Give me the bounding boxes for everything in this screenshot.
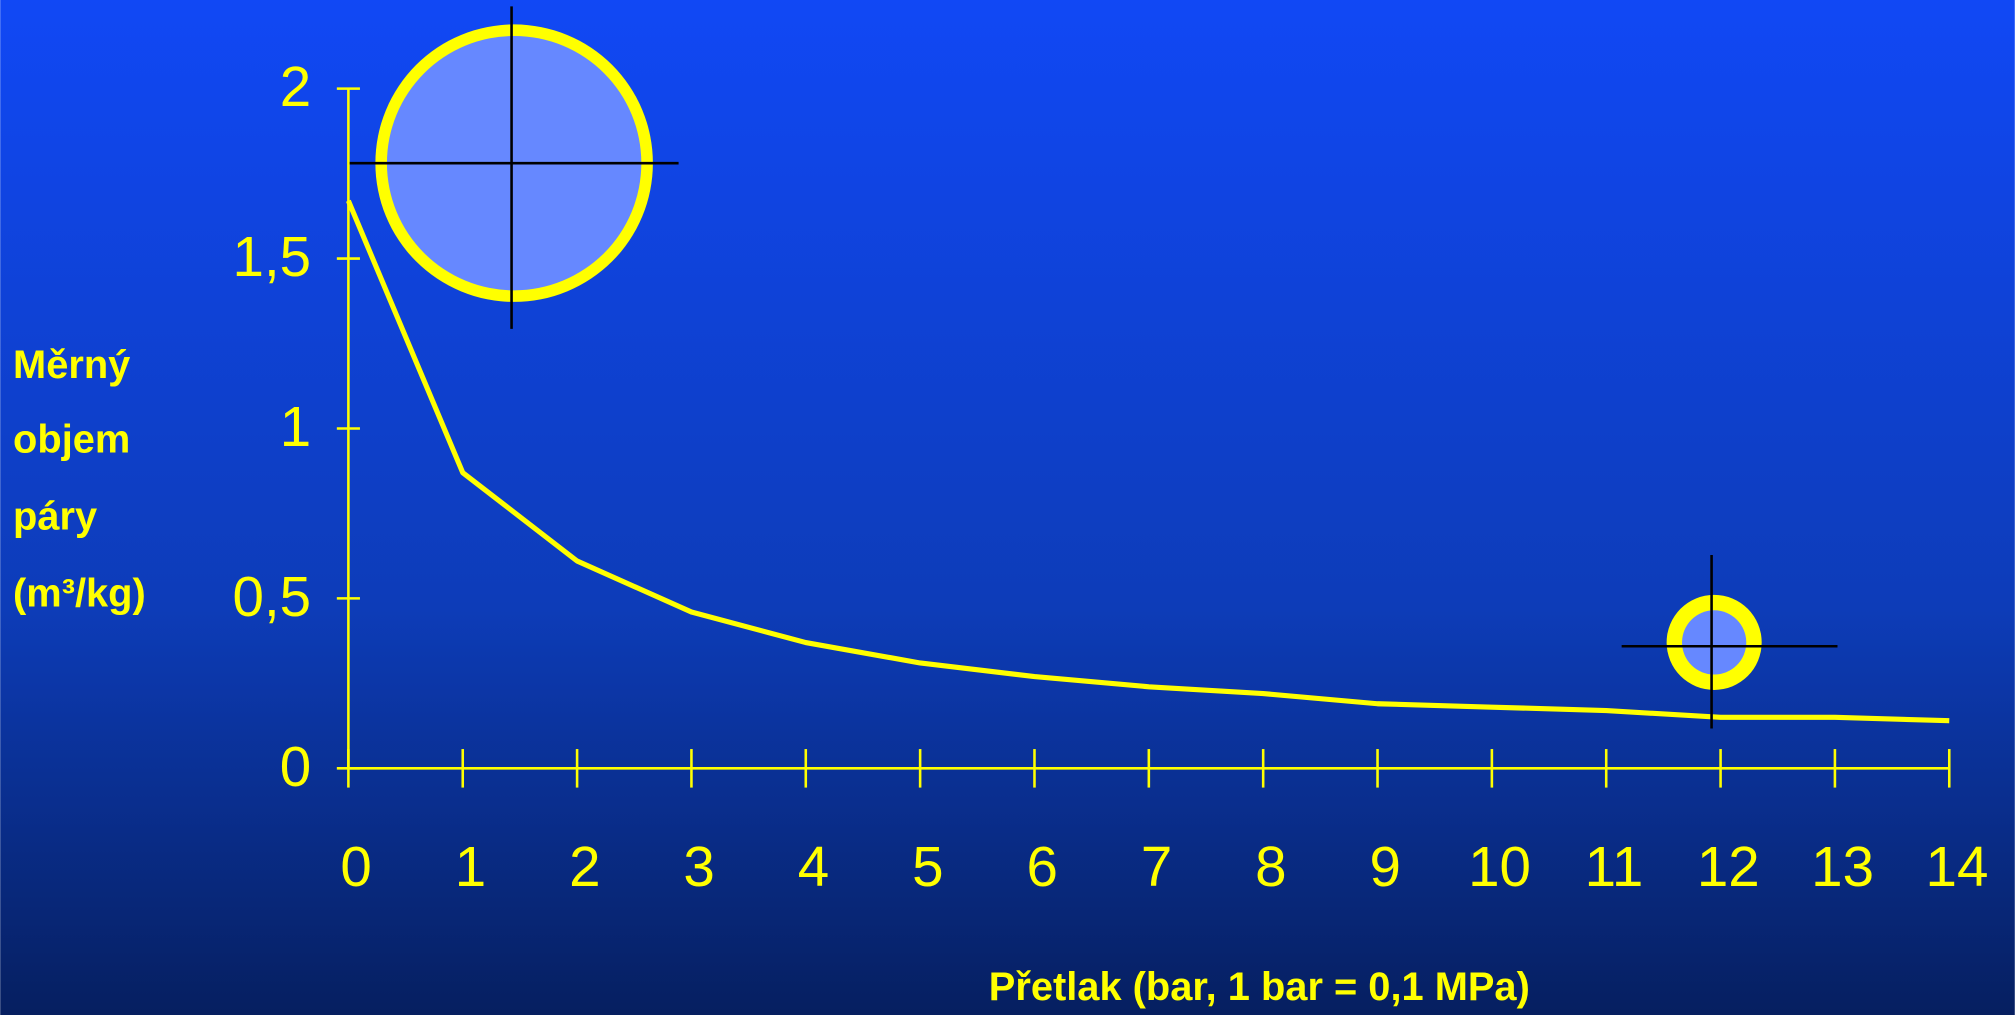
y-axis-label: (m³/kg) xyxy=(13,572,146,616)
x-tick-label: 11 xyxy=(1585,835,1644,898)
y-tick-label: 0,5 xyxy=(233,565,312,628)
page: Přetlak (bar, 1 bar = 0,1 MPa) Měrný obj… xyxy=(0,0,2015,1015)
x-tick-label: 7 xyxy=(1141,835,1172,898)
x-tick-label: 8 xyxy=(1255,835,1286,898)
x-tick-label: 0 xyxy=(340,835,371,898)
y-axis-label: Měrný xyxy=(13,343,130,387)
x-tick-label: 14 xyxy=(1926,835,1989,898)
x-tick-label: 5 xyxy=(912,835,943,898)
x-tick-label: 1 xyxy=(455,835,486,898)
x-tick-label: 9 xyxy=(1370,835,1401,898)
y-axis-label: páry xyxy=(13,495,97,539)
y-tick-label: 1,5 xyxy=(233,225,312,288)
pipe-inner xyxy=(1682,610,1746,674)
y-tick-label: 0 xyxy=(280,735,311,798)
chart: Přetlak (bar, 1 bar = 0,1 MPa) Měrný obj… xyxy=(0,0,2015,1015)
x-tick-label: 13 xyxy=(1811,835,1874,898)
y-tick-label: 1 xyxy=(280,395,311,458)
y-axis-label: objem xyxy=(13,417,130,461)
x-tick-label: 10 xyxy=(1468,835,1531,898)
x-tick-label: 3 xyxy=(683,835,714,898)
x-tick-label: 12 xyxy=(1697,835,1760,898)
x-axis-label: Přetlak (bar, 1 bar = 0,1 MPa) xyxy=(989,965,1530,1009)
x-tick-label: 6 xyxy=(1026,835,1057,898)
y-tick-label: 2 xyxy=(280,55,311,118)
x-tick-label: 2 xyxy=(569,835,600,898)
x-tick-label: 4 xyxy=(798,835,829,898)
